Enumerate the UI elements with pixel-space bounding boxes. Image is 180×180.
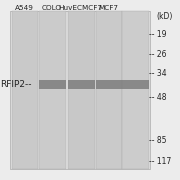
Bar: [122, 80, 148, 89]
Bar: [96, 11, 122, 169]
Bar: [39, 11, 66, 169]
Bar: [96, 80, 122, 89]
Text: -- 34: -- 34: [149, 69, 167, 78]
Text: -- 117: -- 117: [149, 158, 172, 166]
Text: RFIP2--: RFIP2--: [0, 80, 31, 89]
Text: MCF7: MCF7: [98, 4, 119, 10]
Text: A549: A549: [15, 4, 34, 10]
Text: COLO: COLO: [42, 4, 62, 10]
Text: HuvECMCF7: HuvECMCF7: [58, 4, 102, 10]
Text: -- 26: -- 26: [149, 50, 167, 59]
Bar: [39, 80, 66, 89]
Text: -- 48: -- 48: [149, 93, 167, 102]
Bar: [122, 11, 148, 169]
Bar: [10, 11, 150, 169]
Bar: [68, 80, 94, 89]
Text: -- 85: -- 85: [149, 136, 167, 145]
Bar: [12, 11, 38, 169]
Text: -- 19: -- 19: [149, 30, 167, 39]
Bar: [68, 11, 94, 169]
Text: (kD): (kD): [157, 12, 173, 21]
